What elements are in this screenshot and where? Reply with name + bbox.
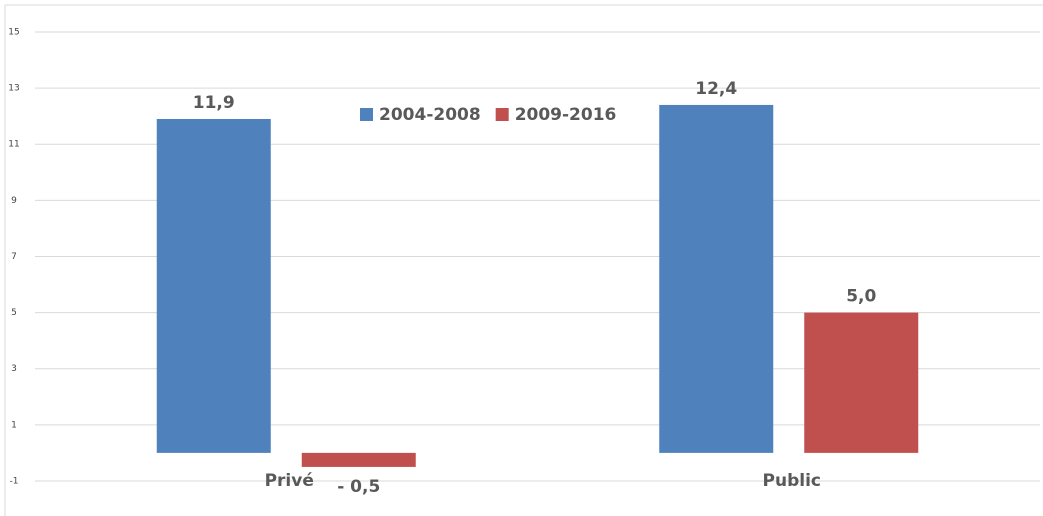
value-label: 11,9: [193, 93, 235, 113]
x-tick-label: Privé: [265, 471, 314, 491]
y-tick-label: -1: [10, 476, 19, 486]
y-tick-label: 9: [11, 196, 17, 206]
legend-swatch: [495, 108, 509, 121]
legend-swatch: [360, 108, 373, 121]
x-tick-label: Public: [763, 471, 821, 491]
y-tick-label: 5: [11, 308, 17, 318]
y-tick-label: 1: [11, 420, 17, 430]
y-tick-label: 7: [11, 252, 17, 262]
bar: [804, 312, 919, 453]
bar: [156, 118, 271, 453]
legend-label: 2009-2016: [515, 105, 617, 125]
y-tick-label: 3: [11, 364, 17, 374]
value-label: 5,0: [846, 287, 876, 307]
y-tick-label: 11: [8, 140, 19, 150]
bar: [659, 104, 774, 453]
value-label: 12,4: [695, 79, 737, 99]
value-label: - 0,5: [337, 477, 380, 497]
legend-label: 2004-2008: [379, 105, 481, 125]
bar: [301, 452, 416, 467]
y-tick-label: 13: [8, 84, 19, 94]
y-tick-label: 15: [8, 28, 19, 38]
